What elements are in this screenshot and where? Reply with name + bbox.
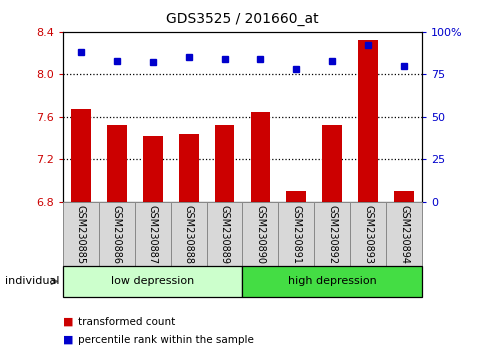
Bar: [99, 202, 135, 266]
Text: GSM230886: GSM230886: [112, 205, 121, 264]
Bar: [322, 125, 341, 202]
Bar: [135, 202, 170, 266]
Bar: [385, 202, 421, 266]
Bar: [214, 125, 234, 202]
Bar: [358, 40, 377, 202]
Bar: [314, 202, 349, 266]
Text: transformed count: transformed count: [77, 317, 175, 327]
Bar: [242, 266, 421, 297]
Text: GSM230888: GSM230888: [183, 205, 193, 264]
Bar: [286, 191, 305, 202]
Text: GSM230892: GSM230892: [327, 205, 336, 264]
Bar: [393, 191, 413, 202]
Text: percentile rank within the sample: percentile rank within the sample: [77, 335, 253, 345]
Bar: [278, 202, 314, 266]
Bar: [107, 125, 126, 202]
Text: GDS3525 / 201660_at: GDS3525 / 201660_at: [166, 12, 318, 27]
Bar: [179, 134, 198, 202]
Text: ■: ■: [63, 335, 74, 345]
Text: GSM230887: GSM230887: [148, 205, 157, 264]
Text: GSM230890: GSM230890: [255, 205, 265, 264]
Text: low depression: low depression: [111, 276, 194, 286]
Text: GSM230891: GSM230891: [291, 205, 301, 264]
Bar: [206, 202, 242, 266]
Bar: [143, 136, 162, 202]
Text: high depression: high depression: [287, 276, 376, 286]
Bar: [170, 202, 206, 266]
Bar: [349, 202, 385, 266]
Bar: [242, 202, 278, 266]
Text: GSM230885: GSM230885: [76, 205, 86, 264]
Bar: [250, 112, 270, 202]
Text: ■: ■: [63, 317, 74, 327]
Text: GSM230894: GSM230894: [398, 205, 408, 264]
Bar: [63, 202, 99, 266]
Text: GSM230889: GSM230889: [219, 205, 229, 264]
Text: individual: individual: [5, 276, 59, 286]
Bar: [71, 109, 91, 202]
Text: GSM230893: GSM230893: [363, 205, 372, 264]
Bar: [63, 266, 242, 297]
